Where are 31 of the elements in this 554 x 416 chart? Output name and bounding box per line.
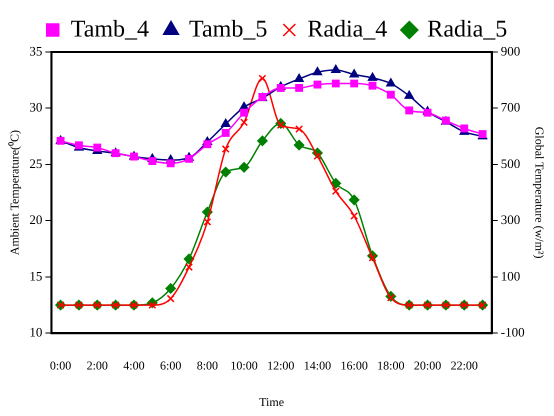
legend-label: Tamb_4 <box>70 16 150 42</box>
x-tick-label: 8:00 <box>196 358 218 373</box>
y2-tick-label: 700 <box>500 100 520 115</box>
y-tick-label: 25 <box>29 156 42 171</box>
y-tick-label: 30 <box>29 100 42 115</box>
y-tick-label: 15 <box>29 268 42 284</box>
y2-axis-title: Global Temperature (w/m²) <box>532 126 547 259</box>
legend-label: Tamb_5 <box>189 16 268 42</box>
y2-tick-label: 100 <box>500 268 520 284</box>
x-tick-label: 12:00 <box>267 358 294 373</box>
y2-tick-label: 300 <box>500 212 520 228</box>
x-tick-label: 6:00 <box>160 358 182 373</box>
x-axis-title: Time <box>259 394 284 409</box>
x-tick-label: 14:00 <box>304 358 332 373</box>
y2-tick-label: -100 <box>500 324 525 340</box>
y-tick-label: 10 <box>29 324 42 340</box>
x-tick-label: 10:00 <box>230 358 258 373</box>
y-axis-title: Ambient Temperature(⁰C) <box>7 130 22 256</box>
x-tick-label: 20:00 <box>414 358 442 373</box>
y2-tick-label: 500 <box>500 156 520 171</box>
x-tick-label: 2:00 <box>86 358 108 373</box>
x-tick-label: 16:00 <box>340 358 368 373</box>
x-tick-label: 4:00 <box>123 358 145 373</box>
y-tick-label: 35 <box>29 43 42 58</box>
x-tick-label: 18:00 <box>377 358 405 373</box>
y2-tick-label: 900 <box>500 43 520 58</box>
legend-label: Radia_5 <box>427 16 508 42</box>
x-tick-label: 0:00 <box>50 358 72 373</box>
legend-label: Radia_4 <box>307 16 388 42</box>
x-tick-label: 22:00 <box>450 358 478 373</box>
y-tick-label: 20 <box>29 212 42 228</box>
